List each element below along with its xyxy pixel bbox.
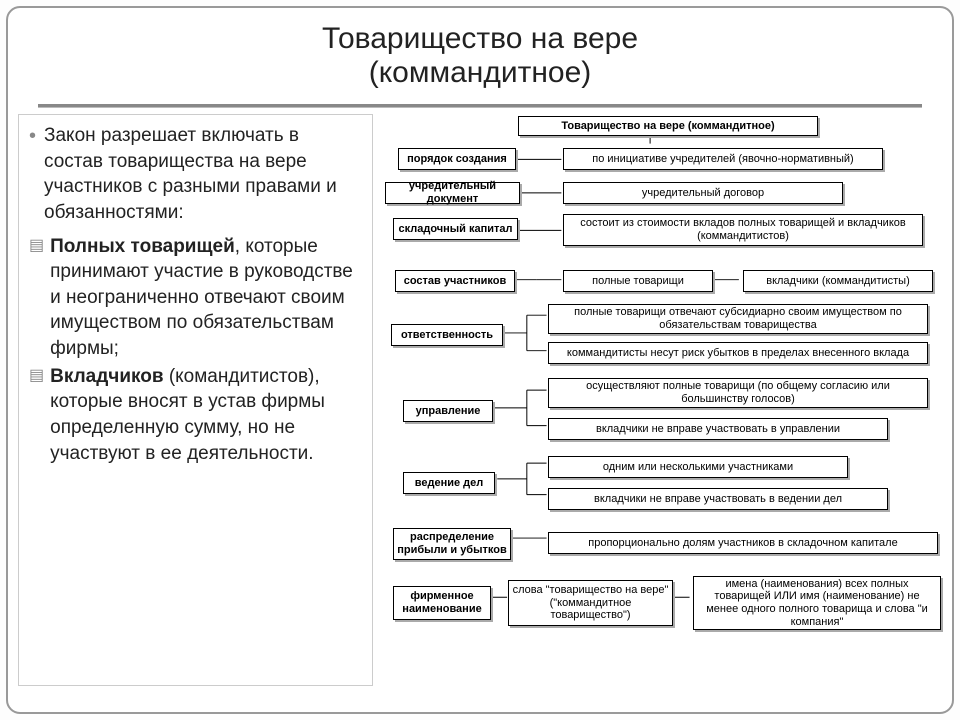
val-rasp: пропорционально долям участников в склад… xyxy=(548,532,938,554)
val-firm-1: слова "товарищество на вере" ("коммандит… xyxy=(508,580,673,626)
label-otv: ответственность xyxy=(391,324,503,346)
bullet-2-paren: (командитистов), xyxy=(164,366,320,387)
label-uchred: учредительный документ xyxy=(385,182,520,204)
bullet-2-rest: которые вносят в устав фирмы определенну… xyxy=(50,391,325,463)
title-line1: Товарищество на вере xyxy=(8,22,952,56)
label-firm: фирменное наименование xyxy=(393,586,491,620)
label-rasp: распределение прибыли и убытков xyxy=(393,528,511,560)
val-ved-2: вкладчики не вправе участвовать в ведени… xyxy=(548,488,888,510)
label-poryadok: порядок создания xyxy=(398,148,516,170)
val-poryadok: по инициативе учредителей (явочно-нормат… xyxy=(563,148,883,170)
list-mark-icon: ▤ xyxy=(29,234,44,362)
val-upr-1: осуществляют полные товарищи (по общему … xyxy=(548,378,928,408)
diagram-header: Товарищество на вере (коммандитное) xyxy=(518,116,818,136)
bullet-dot: • xyxy=(29,123,36,232)
title-line2: (коммандитное) xyxy=(8,56,952,90)
val-firm-2: имена (наименования) всех полных товарищ… xyxy=(693,576,941,630)
val-kapital: состоит из стоимости вкладов полных това… xyxy=(563,214,923,246)
content-area: • Закон разрешает включать в состав това… xyxy=(8,108,952,692)
label-kapital: складочный капитал xyxy=(393,218,518,240)
bullet-1: Полных товарищей, которые принимают учас… xyxy=(50,234,362,362)
bullet-2-bold: Вкладчиков xyxy=(50,366,163,387)
val-otv-1: полные товарищи отвечают субсидиарно сво… xyxy=(548,304,928,334)
val-otv-2: коммандитисты несут риск убытков в преде… xyxy=(548,342,928,364)
val-sostav-2: вкладчики (коммандитисты) xyxy=(743,270,933,292)
label-sostav: состав участников xyxy=(395,270,515,292)
val-sostav-1: полные товарищи xyxy=(563,270,713,292)
intro-text: Закон разрешает включать в состав товари… xyxy=(44,123,362,226)
left-text-panel: • Закон разрешает включать в состав това… xyxy=(18,114,373,686)
val-uchred: учредительный договор xyxy=(563,182,843,204)
bullet-2: Вкладчиков (командитистов), которые внос… xyxy=(50,364,362,467)
val-upr-2: вкладчики не вправе участвовать в управл… xyxy=(548,418,888,440)
label-upr: управление xyxy=(403,400,493,422)
slide-frame: Товарищество на вере (коммандитное) • За… xyxy=(6,6,954,714)
title-block: Товарищество на вере (коммандитное) xyxy=(8,8,952,98)
bullet-1-bold: Полных товарищей xyxy=(50,236,235,257)
val-ved-1: одним или несколькими участниками xyxy=(548,456,848,478)
label-ved: ведение дел xyxy=(403,472,495,494)
list-mark-icon: ▤ xyxy=(29,364,44,467)
diagram-panel: Товарищество на вере (коммандитное) поря… xyxy=(373,114,942,686)
